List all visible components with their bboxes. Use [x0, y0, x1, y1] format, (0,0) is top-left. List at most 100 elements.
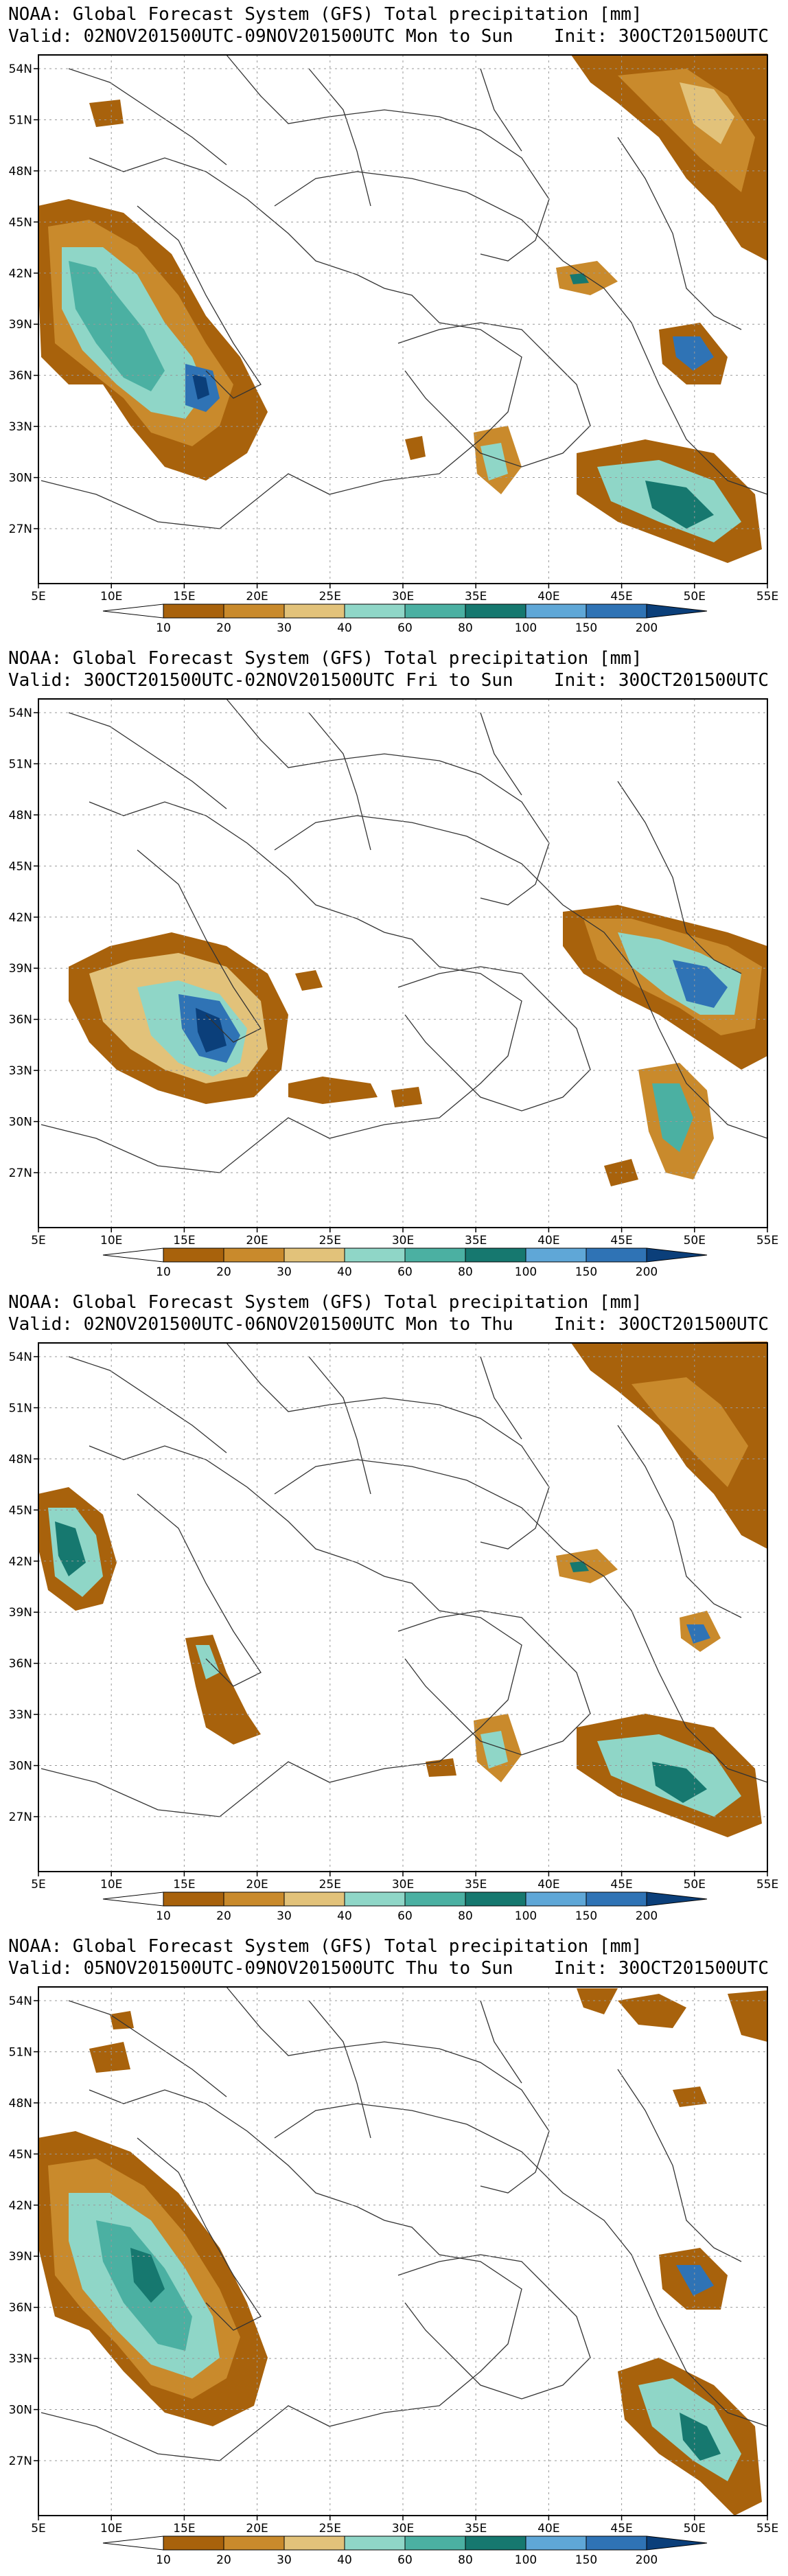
lon-tick-label: 40E — [537, 590, 559, 603]
graticule — [38, 55, 767, 584]
colorbar-box — [586, 603, 647, 619]
lon-tick-label: 30E — [392, 2522, 414, 2535]
lon-tick-label: 45E — [610, 2522, 632, 2535]
lon-tick-label: 10E — [100, 2522, 122, 2535]
forecast-panel-4: NOAA: Global Forecast System (GFS) Total… — [0, 1932, 788, 2576]
lat-tick-label: 33N — [9, 1708, 32, 1722]
colorbar-underflow — [102, 2535, 164, 2551]
lon-tick-label: 25E — [319, 1878, 341, 1891]
colorbar-label: 20 — [216, 1909, 231, 1923]
forecast-panel-1: NOAA: Global Forecast System (GFS) Total… — [0, 0, 788, 644]
graticule — [38, 1987, 767, 2516]
lon-tick-label: 50E — [684, 1878, 706, 1891]
lat-tick-label: 30N — [9, 2404, 32, 2417]
precip-field — [69, 905, 767, 1186]
colorbar-box — [404, 1247, 466, 1263]
lon-tick-label: 5E — [31, 1234, 46, 1247]
lon-tick-label: 25E — [319, 1234, 341, 1247]
colorbar-box — [163, 1891, 224, 1907]
colorbar-box — [283, 2535, 345, 2551]
lon-tick-label: 15E — [173, 2522, 195, 2535]
lon-tick-label: 10E — [100, 590, 122, 603]
lon-tick-label: 45E — [610, 590, 632, 603]
colorbar-box — [586, 1247, 647, 1263]
lat-tick-label: 42N — [9, 911, 32, 925]
lat-tick-label: 51N — [9, 1401, 32, 1415]
lat-tick-label: 33N — [9, 2352, 32, 2366]
colorbar-underflow — [102, 1891, 164, 1907]
lat-tick-label: 30N — [9, 1116, 32, 1129]
lat-tick-label: 27N — [9, 1810, 32, 1824]
lat-tick-label: 30N — [9, 1760, 32, 1773]
lon-tick-label: 50E — [684, 2522, 706, 2535]
colorbar-box — [646, 603, 708, 619]
colorbar-label: 60 — [397, 2553, 413, 2567]
colorbar-box — [465, 603, 526, 619]
colorbar-label: 40 — [337, 1265, 352, 1279]
lon-tick-label: 50E — [684, 590, 706, 603]
precipitation-map: 5E 10E 15E 20E 25E 30E 35E 40E 45E 50E 55E 54N 51N 48… — [9, 1986, 778, 2567]
colorbar-label: 20 — [216, 1265, 231, 1279]
lon-tick-label: 10E — [100, 1878, 122, 1891]
colorbar-label: 80 — [458, 1265, 473, 1279]
colorbar-label: 100 — [515, 1265, 537, 1279]
colorbar-box — [465, 2535, 526, 2551]
colorbar-box — [465, 1247, 526, 1263]
colorbar-box — [163, 2535, 224, 2551]
colorbar-box — [223, 1891, 285, 1907]
colorbar-box — [223, 1247, 285, 1263]
lat-tick-label: 30N — [9, 472, 32, 485]
colorbar-box — [525, 603, 587, 619]
lat-tick-label: 39N — [9, 962, 32, 976]
colorbar-label: 60 — [397, 621, 413, 635]
colorbar-label: 40 — [337, 621, 352, 635]
precip-field — [38, 1342, 767, 1837]
lat-tick-label: 48N — [9, 2097, 32, 2111]
lon-tick-label: 5E — [31, 590, 46, 603]
colorbar-box — [344, 2535, 406, 2551]
valid-period: Valid: 05NOV201500UTC-09NOV201500UTC Thu… — [8, 1958, 513, 1979]
colorbar-label: 80 — [458, 1909, 473, 1923]
colorbar-label: 80 — [458, 2553, 473, 2567]
colorbar-label: 150 — [575, 1265, 597, 1279]
panel-title: NOAA: Global Forecast System (GFS) Total… — [8, 4, 642, 25]
colorbar-box — [223, 603, 285, 619]
lat-tick-label: 36N — [9, 1013, 32, 1027]
lat-tick-label: 54N — [9, 706, 32, 720]
lon-tick-label: 40E — [537, 2522, 559, 2535]
lon-tick-label: 55E — [756, 1234, 778, 1247]
lon-tick-label: 50E — [684, 1234, 706, 1247]
colorbar-label: 150 — [575, 1909, 597, 1923]
lon-tick-label: 40E — [537, 1878, 559, 1891]
precipitation-map: 5E 10E 15E 20E 25E 30E 35E 40E 45E 50E 55E 54N 51N 48… — [9, 1342, 778, 1923]
lon-tick-label: 30E — [392, 590, 414, 603]
lat-tick-label: 42N — [9, 267, 32, 281]
colorbar-label: 10 — [156, 1265, 171, 1279]
colorbar-box — [344, 1891, 406, 1907]
colorbar-box — [283, 1891, 345, 1907]
colorbar-underflow — [102, 603, 164, 619]
colorbar-label: 10 — [156, 621, 171, 635]
lon-tick-label: 10E — [100, 1234, 122, 1247]
colorbar-box — [525, 1247, 587, 1263]
lon-tick-label: 30E — [392, 1234, 414, 1247]
colorbar-label: 10 — [156, 1909, 171, 1923]
lon-tick-label: 15E — [173, 1234, 195, 1247]
lon-tick-label: 5E — [31, 1878, 46, 1891]
colorbar-label: 100 — [515, 2553, 537, 2567]
colorbar-box — [525, 1891, 587, 1907]
colorbar-underflow — [102, 1247, 164, 1263]
colorbar-label: 200 — [636, 1265, 658, 1279]
colorbar-label: 20 — [216, 2553, 231, 2567]
coastlines — [40, 1342, 768, 1817]
colorbar-label: 100 — [515, 621, 537, 635]
lon-tick-label: 55E — [756, 2522, 778, 2535]
colorbar-label: 80 — [458, 621, 473, 635]
lon-tick-label: 40E — [537, 1234, 559, 1247]
lat-tick-label: 42N — [9, 2199, 32, 2213]
lon-tick-label: 35E — [465, 590, 487, 603]
init-time: Init: 30OCT201500UTC — [553, 670, 769, 691]
lon-tick-label: 20E — [246, 1234, 268, 1247]
lon-tick-label: 55E — [756, 590, 778, 603]
lat-tick-label: 33N — [9, 1064, 32, 1078]
